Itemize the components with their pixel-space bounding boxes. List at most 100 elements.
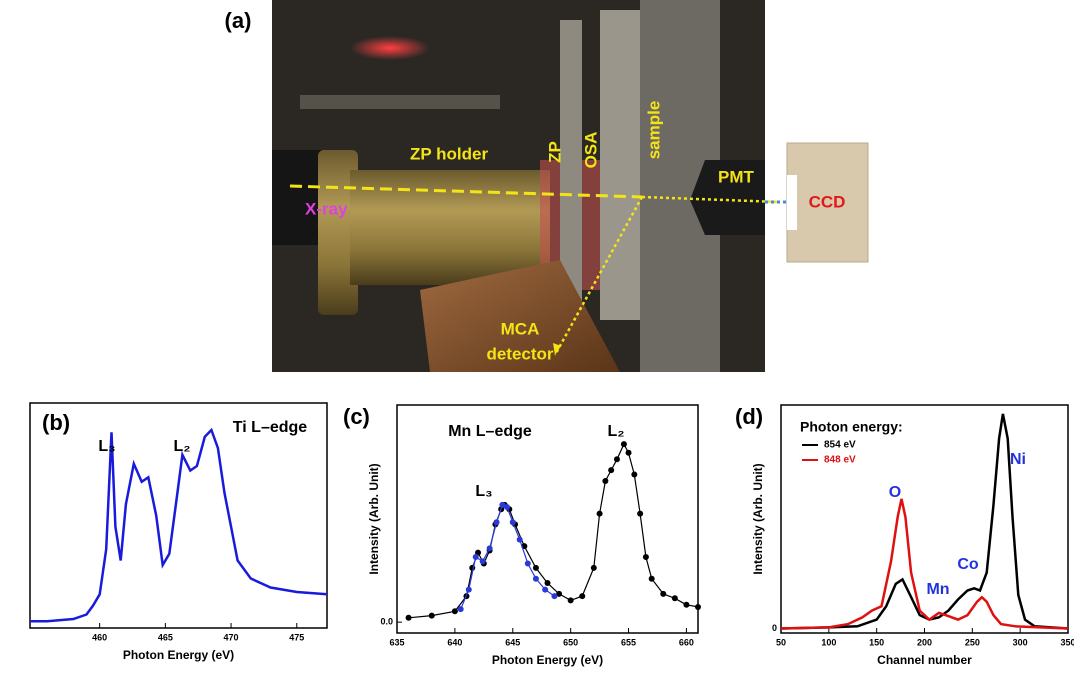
label: MCA: [501, 319, 540, 338]
x-tick-label: 475: [289, 632, 304, 642]
x-tick-label: 645: [505, 637, 520, 647]
data-point: [472, 554, 479, 560]
x-tick-label: 250: [965, 637, 980, 647]
mca-detector: [420, 260, 620, 372]
x-tick-label: 150: [869, 637, 884, 647]
data-line: [780, 498, 1069, 630]
annotation: L₃: [475, 483, 492, 500]
annotation: L₂: [174, 438, 191, 455]
flange: [318, 150, 358, 315]
x-axis-label: Photon Energy (eV): [123, 648, 234, 662]
arrowhead: [553, 343, 561, 355]
annotation: Mn: [926, 581, 949, 598]
annotation: O: [889, 484, 901, 501]
x-tick-label: 350: [1060, 637, 1074, 647]
data-point: [671, 595, 678, 602]
data-point: [613, 456, 620, 463]
data-point: [465, 586, 472, 593]
label: X-ray: [305, 199, 348, 218]
data-point: [503, 504, 510, 511]
legend-entry: 848 eV: [824, 455, 856, 466]
panel-label: (d): [735, 404, 763, 429]
data-point: [509, 519, 516, 526]
data-point: [695, 603, 701, 610]
data-point: [683, 601, 690, 608]
data-point: [486, 545, 493, 552]
x-tick-label: 635: [389, 637, 404, 647]
x-tick-label: 650: [563, 637, 578, 647]
data-point: [451, 608, 458, 615]
label: CCD: [809, 192, 846, 211]
data-point: [631, 471, 638, 478]
annotation: L₃: [98, 438, 115, 455]
annotation: Ti L–edge: [233, 419, 307, 436]
data-point: [457, 606, 464, 613]
label: ZP holder: [410, 144, 488, 163]
rod: [272, 150, 322, 245]
x-tick-label: 470: [224, 632, 239, 642]
label: sample: [644, 101, 663, 160]
fluorescence-path: [553, 196, 644, 356]
x-tick-label: 460: [92, 632, 107, 642]
laser-glow: [350, 36, 430, 60]
x-tick-label: 465: [158, 632, 173, 642]
chart: (c) 635 640 645 650 655 660 0.0 Photon Energy (e…: [343, 404, 701, 667]
y-axis-label: Intensity (Arb. Unit): [367, 463, 381, 574]
data-point: [544, 580, 551, 587]
data-point: [620, 441, 627, 448]
data-point: [532, 564, 539, 571]
data-point: [542, 586, 549, 593]
y-tick-label: 0: [772, 623, 777, 633]
xray-beam: [289, 184, 643, 199]
data-point: [642, 554, 649, 560]
data-point: [596, 510, 603, 517]
x-tick-label: 200: [917, 637, 932, 647]
chart: (b) 460 465 470 475 Photon Energy (eV) L₃ L₂ Ti …: [29, 402, 328, 662]
annotation: Ni: [1010, 451, 1026, 468]
bracket: [300, 95, 500, 109]
data-point: [551, 593, 558, 600]
annotation: Co: [957, 556, 979, 573]
osa-plate: [600, 10, 640, 320]
data-point: [637, 510, 644, 517]
pmt: [690, 160, 765, 235]
y-tick-label: 0.0: [380, 617, 393, 627]
x-tick-label: 640: [447, 637, 462, 647]
data-point: [405, 614, 412, 621]
data-point: [428, 612, 435, 619]
legend-entry: 854 eV: [824, 440, 856, 451]
data-point: [660, 590, 667, 597]
data-point: [532, 575, 539, 582]
annotation: L₂: [608, 423, 625, 440]
x-tick-label: 660: [679, 637, 694, 647]
transmitted-beam: [641, 195, 781, 204]
zp-plate: [560, 20, 582, 310]
data-point: [479, 558, 486, 565]
data-line: [408, 442, 699, 619]
data-point: [590, 564, 597, 571]
legend-title: Photon energy:: [800, 419, 903, 435]
data-point: [556, 590, 563, 597]
data-point: [516, 536, 523, 543]
data-point: [493, 519, 500, 526]
data-line: [780, 413, 1069, 630]
data-point: [608, 467, 615, 474]
chart: (d) 50 100 150 200 250 300 350 0 Channel number In…: [735, 404, 1074, 667]
data-point: [579, 593, 586, 600]
plot-frame: [29, 402, 328, 629]
data-point: [602, 478, 609, 484]
data-point: [499, 501, 506, 508]
x-tick-label: 50: [776, 637, 786, 647]
charts: (b) 460 465 470 475 Photon Energy (eV) L₃ L₂ Ti …: [29, 402, 1074, 667]
label: detector: [486, 344, 553, 363]
label: ZP: [545, 141, 564, 163]
zp-holder: [350, 170, 550, 285]
panel-label: (b): [42, 410, 70, 435]
x-tick-label: 100: [821, 637, 836, 647]
y-axis-label: Intensity (Arb. Unit): [751, 463, 765, 574]
x-tick-label: 300: [1013, 637, 1028, 647]
data-point: [625, 449, 632, 456]
data-point: [648, 575, 655, 582]
panel-label: (c): [343, 404, 370, 429]
